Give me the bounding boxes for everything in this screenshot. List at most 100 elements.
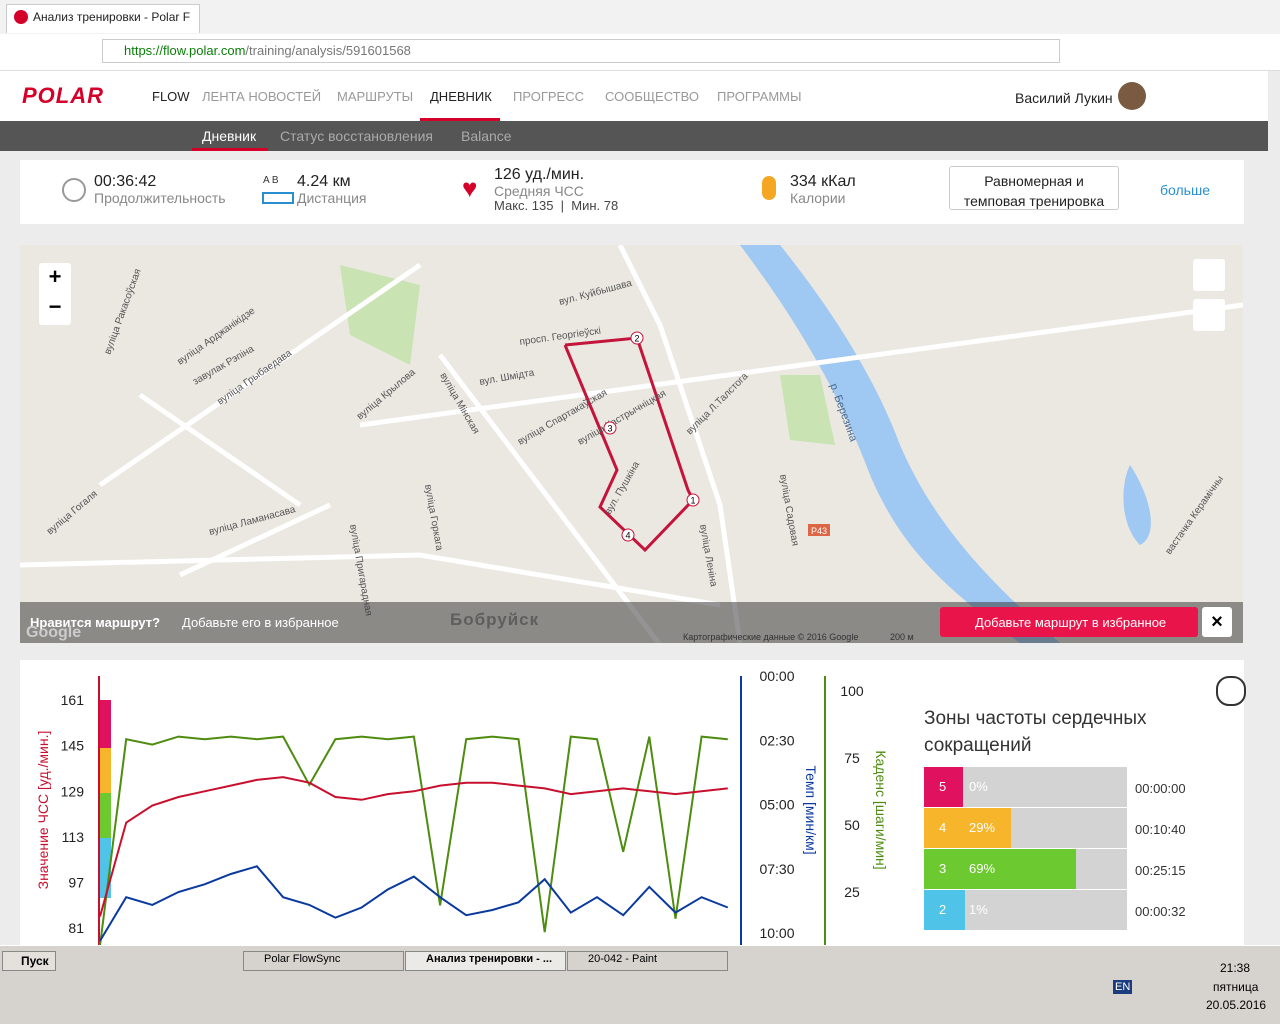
zone-color-box [924,808,963,848]
chart: 161 145 129 113 97 81 00:00 02:30 05:00 07:30 10:0… [35,668,889,945]
y-tick-label: 113 [62,829,85,845]
tab[interactable] [6,4,200,33]
nav-item[interactable]: ЛЕНТА НОВОСТЕЙ [202,89,322,104]
calories: 334 кКал [790,173,856,190]
route-marker-label: 4 [625,531,630,541]
route-marker-label: 1 [690,496,695,506]
tab-title[interactable]: Анализ тренировки - Polar F [33,10,191,24]
start-button[interactable]: Пуск [2,951,56,971]
nav-active-underline [420,118,500,121]
training-type[interactable]: Равномерная и темповая тренировка [949,166,1119,210]
zone-color-box [924,890,963,930]
subnav-item[interactable]: Дневник [202,128,257,144]
nav-bar [0,71,1268,121]
route-marker [686,493,700,507]
flame-icon [762,176,776,200]
zoom-out[interactable]: − [49,294,62,319]
zone-number: 5 [939,779,947,794]
park [340,265,420,365]
ab-label: A B [263,175,279,186]
zone-percent: 0% [969,779,988,794]
clock-time: 21:38 [1220,961,1251,975]
close-banner[interactable] [1202,607,1232,637]
url-path: /training/analysis/591601568 [245,43,411,58]
url: https://flow.polar.com/training/analysis… [124,43,411,58]
zone-number: 3 [939,861,947,876]
summary-box [20,160,1244,224]
zone-track [963,767,1127,807]
close-icon[interactable]: × [1211,611,1223,633]
url-host: https://flow.polar.com [124,43,246,58]
fav-question: Нравится маршрут? [30,615,160,630]
hr-zone-strip [99,748,111,793]
lang[interactable]: EN [1113,980,1133,994]
clock-day: пятница [1213,980,1259,994]
hr: 126 уд./мин. [494,166,585,183]
duration: 00:36:42 [94,173,157,190]
fav-prompt: Добавьте его в избранное [182,615,339,630]
zone-bar [963,849,1077,889]
y2-tick-label: 10:00 [759,925,794,941]
y2-tick-label: 00:00 [759,668,794,684]
hr-range: Макс. 135 | Мин. 78 [494,198,619,213]
zoom-control[interactable] [39,263,71,325]
zoom-in[interactable]: + [49,264,62,289]
y3-tick-label: 50 [844,817,860,833]
zone-bar [963,808,1011,848]
tab-bar [0,0,1280,34]
y-axis-label: Значение ЧСС [уд./мин.] [35,731,51,890]
more-link[interactable]: больше [1160,182,1210,198]
y3-tick-label: 25 [844,884,860,900]
add-favorite-label[interactable]: Добавьте маршрут в избранное [975,615,1166,630]
map-fullscreen[interactable] [1193,299,1225,331]
user-name[interactable]: Василий Лукин [1015,90,1113,106]
attribution: Картографические данные © 2016 Google [683,632,858,642]
hr-zone-strip [99,793,111,838]
route-marker [603,421,617,435]
subnav-bar [0,121,1268,151]
nav-item[interactable]: МАРШРУТЫ [337,89,414,104]
y-tick-label: 97 [68,874,84,890]
y3-tick-label: 100 [840,683,864,699]
zones-title: Зоны частоты сердечных сокращений [924,708,1147,756]
add-favorite-button[interactable] [940,607,1198,637]
nav-item[interactable]: ПРОГРАММЫ [717,89,802,104]
tab-icon [14,10,28,24]
nav-item[interactable]: ПРОГРЕСС [513,89,584,104]
zone-percent: 69% [969,861,996,876]
task-button[interactable]: Анализ тренировки - ... [405,951,566,971]
stopwatch-icon [62,178,86,202]
nav-item[interactable]: FLOW [152,89,190,104]
subnav-item[interactable]: Balance [461,128,512,144]
task-button[interactable]: Polar FlowSync [243,951,404,971]
nav-item[interactable]: СООБЩЕСТВО [605,89,699,104]
avatar[interactable] [1118,82,1146,110]
hr-zone-strip [99,700,111,748]
logo[interactable]: POLAR [22,83,104,108]
route-marker-label: 2 [634,334,639,344]
url-field[interactable] [102,39,1060,63]
chart-settings[interactable] [1216,676,1246,706]
distance: 4.24 км [297,173,351,190]
map-settings[interactable] [1193,259,1225,291]
nav-item[interactable]: ДНЕВНИК [430,89,492,104]
subnav-underline [192,148,268,151]
road-label: Р43 [811,526,827,536]
task-button[interactable]: 20-042 - Paint [567,951,728,971]
clock-date: 20.05.2016 [1206,998,1267,1012]
y2-tick-label: 07:30 [759,861,794,877]
y2-tick-label: 02:30 [759,732,794,748]
zone-time: 00:00:00 [1135,781,1186,796]
y2-tick-label: 05:00 [759,797,794,813]
zone-percent: 1% [969,902,988,917]
zone-time: 00:00:32 [1135,904,1186,919]
route [563,336,695,553]
y3-tick-label: 75 [844,750,860,766]
map: вуліца Ракасоўская вуліца Арджанікідзезав… [20,245,1243,643]
zone-color-box [924,767,963,807]
y-tick-label: 161 [61,692,85,708]
route-marker [630,331,644,345]
series-line [99,735,728,945]
subnav-item[interactable]: Статус восстановления [280,128,433,144]
